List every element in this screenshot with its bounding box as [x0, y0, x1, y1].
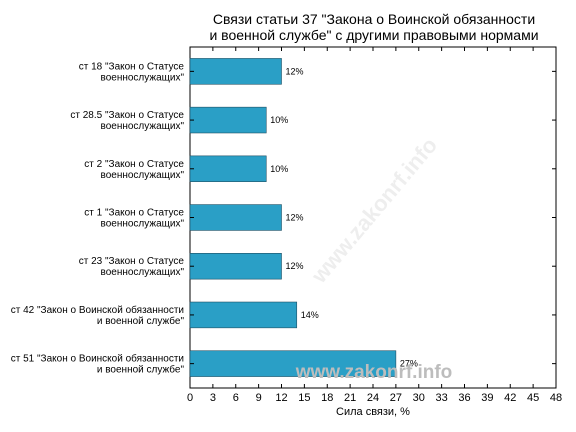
data-label: 12%	[286, 66, 304, 76]
data-label: 12%	[286, 213, 304, 223]
category-label: военнослужащих"	[101, 121, 185, 132]
x-tick-label: 42	[504, 392, 516, 404]
x-axis-label: Сила связи, %	[336, 406, 410, 418]
bar	[189, 106, 267, 134]
category-label: ст 23 "Закон о Статусе	[79, 256, 185, 267]
category-label: военнослужащих"	[101, 219, 185, 230]
x-tick-label: 15	[298, 392, 310, 404]
x-tick-label: 21	[344, 392, 356, 404]
data-label: 12%	[286, 261, 304, 271]
bar	[189, 253, 282, 280]
x-tick-label: 39	[481, 392, 493, 404]
x-tick-label: 9	[256, 392, 262, 404]
x-tick-label: 33	[436, 392, 448, 404]
data-label: 10%	[270, 164, 288, 174]
bar	[189, 155, 267, 182]
x-tick-label: 12	[275, 392, 287, 404]
category-label: военнослужащих"	[101, 170, 185, 181]
watermark: www.zakonrf.info	[295, 362, 453, 383]
bar	[189, 350, 397, 377]
category-label: ст 18 "Закон о Статусе	[79, 61, 185, 72]
x-tick-label: 24	[367, 392, 379, 404]
category-label: ст 51 "Закон о Воинской обязанности	[11, 353, 184, 365]
x-tick-label: 48	[550, 392, 562, 404]
category-label: ст 42 "Закон о Воинской обязанности	[11, 304, 184, 316]
category-label: военнослужащих"	[101, 267, 185, 278]
watermark-diagonal: www.zakonrf.info	[306, 133, 442, 289]
chart-title-line-2: и военной службе" с другими правовыми но…	[209, 27, 538, 43]
category-label: ст 2 "Закон о Статусе	[84, 159, 184, 170]
category-label: ст 28.5 "Закон о Статусе	[70, 110, 184, 121]
x-tick-label: 3	[210, 392, 216, 404]
data-label: 14%	[301, 310, 319, 320]
x-tick-label: 0	[187, 392, 193, 404]
data-label: 27%	[400, 359, 418, 369]
x-tick-label: 18	[321, 392, 333, 404]
x-tick-label: 45	[527, 392, 539, 404]
category-label: военнослужащих"	[101, 72, 185, 83]
category-label: ст 1 "Закон о Статусе	[84, 208, 184, 219]
bar	[189, 301, 298, 329]
bar	[189, 58, 282, 85]
category-label: и военной службе"	[97, 315, 185, 327]
x-tick-label: 6	[233, 392, 239, 404]
x-tick-label: 36	[458, 392, 470, 404]
x-tick-label: 27	[390, 392, 402, 404]
category-label: и военной службе"	[97, 364, 185, 376]
data-label: 10%	[270, 115, 288, 125]
watermark-diagonal-text: www.zakonrf.info	[306, 133, 442, 289]
bar	[189, 204, 282, 231]
x-tick-label: 30	[413, 392, 425, 404]
chart-title-line-1: Связи статьи 37 "Закона о Воинской обяза…	[213, 11, 535, 27]
